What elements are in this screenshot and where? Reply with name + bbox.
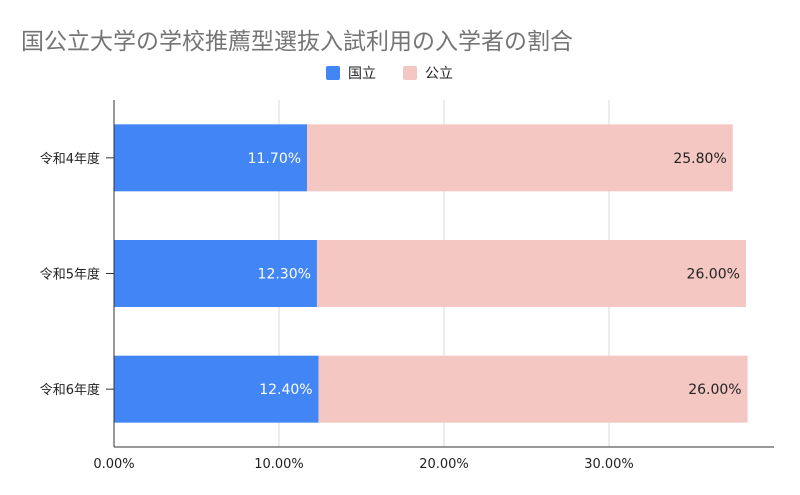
x-tick-label-3: 30.00%: [584, 457, 634, 472]
bar-1-0: [307, 124, 733, 192]
legend-swatch-1: [403, 66, 417, 80]
data-label-1-2: 26.00%: [688, 382, 741, 398]
data-label-0-2: 12.40%: [259, 382, 312, 398]
bar-0-0: [114, 124, 308, 192]
bars: 11.70% 25.80% 12.30% 26.00% 12.40% 26.00%: [114, 124, 748, 423]
bar-0-1: [114, 240, 317, 307]
legend-swatch-0: [326, 66, 340, 80]
data-label-1-1: 26.00%: [687, 267, 740, 283]
legend: 国立 公立: [326, 66, 453, 82]
category-label-2: 令和6年度: [40, 382, 100, 398]
x-tick-label-0: 0.00%: [93, 457, 134, 472]
data-label-1-0: 25.80%: [673, 151, 726, 167]
x-tick-label-1: 10.00%: [254, 457, 304, 472]
bar-0-2: [114, 355, 319, 423]
x-tick-label-2: 20.00%: [419, 457, 469, 472]
bar-1-1: [316, 240, 746, 307]
data-label-0-0: 11.70%: [248, 151, 301, 167]
chart-title: 国公立大学の学校推薦型選抜入試利用の入学者の割合: [21, 29, 573, 55]
axes: [106, 100, 774, 448]
category-label-0: 令和4年度: [40, 151, 100, 167]
data-label-0-1: 12.30%: [258, 267, 311, 283]
category-label-1: 令和5年度: [40, 267, 100, 283]
bar-1-2: [318, 355, 748, 423]
legend-label-1: 公立: [425, 66, 453, 82]
legend-label-0: 国立: [348, 66, 376, 82]
